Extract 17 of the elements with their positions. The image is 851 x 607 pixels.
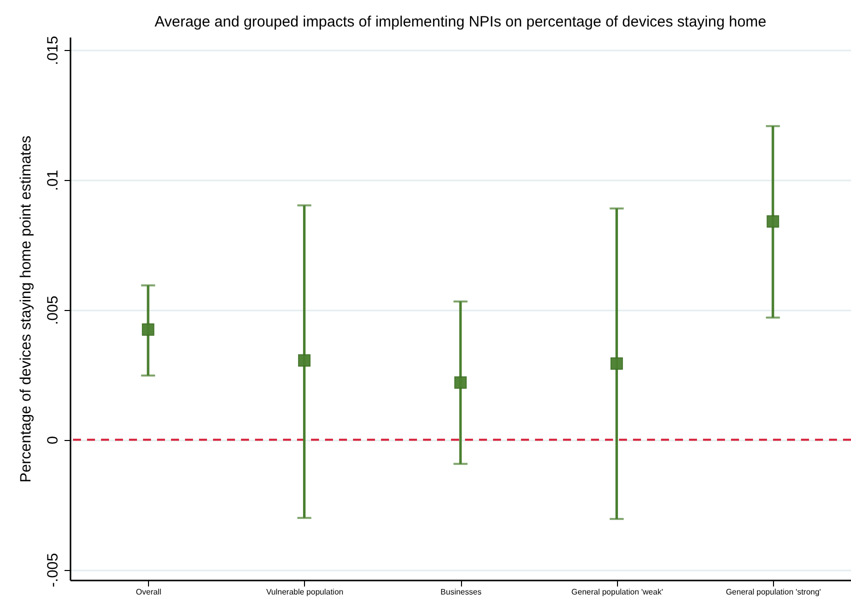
y-tick-label: .005 <box>44 296 62 325</box>
point <box>610 357 623 370</box>
chart-title: Average and grouped impacts of implementing NPIs on percentage of devices staying home <box>154 13 766 30</box>
point <box>142 323 154 336</box>
y-tick-label: .015 <box>44 36 62 66</box>
x-tick-label: Businesses <box>440 588 482 596</box>
x-tick-label: General population 'weak' <box>571 588 664 596</box>
y-tick-label: 0 <box>44 436 62 444</box>
y-axis-title: Percentage of devices staying home point estimates <box>18 136 34 482</box>
x-tick-label: Overall <box>136 588 162 596</box>
y-tick-label: .01 <box>44 170 62 191</box>
y-tick-label: -.005 <box>44 553 62 588</box>
point <box>298 354 310 367</box>
x-tick-label: Vulnerable population <box>266 588 344 596</box>
x-tick-label: General population 'strong' <box>726 588 822 596</box>
point <box>454 376 467 389</box>
point <box>766 215 780 228</box>
